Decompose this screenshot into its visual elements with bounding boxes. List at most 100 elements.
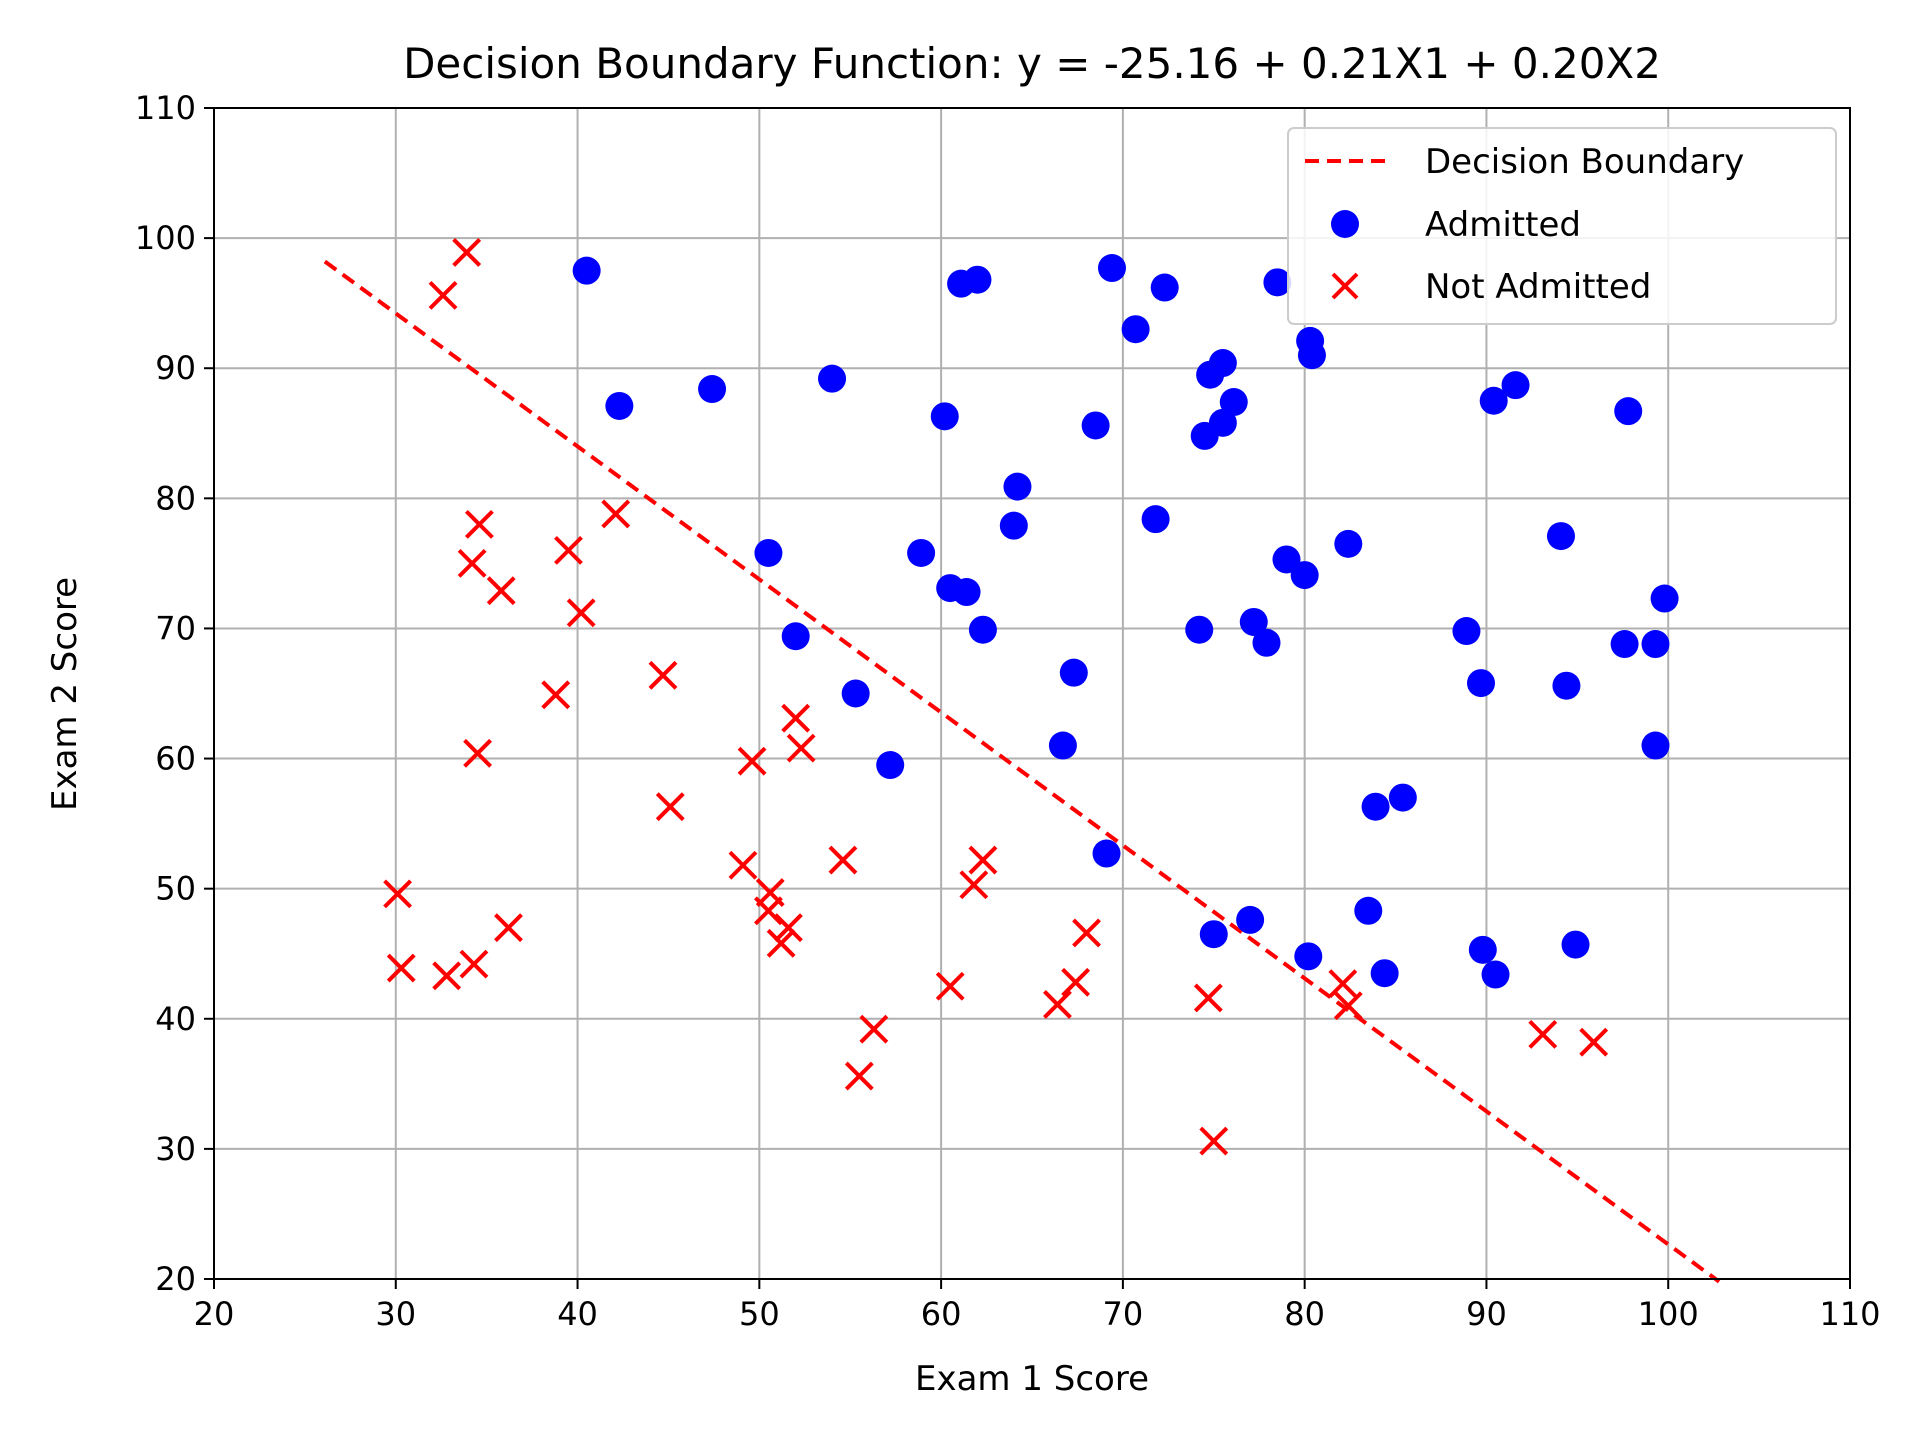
y-tick-label: 80 (155, 479, 196, 517)
admitted-point (1252, 628, 1281, 657)
admitted-point (1294, 942, 1323, 971)
legend-label-boundary: Decision Boundary (1425, 142, 1744, 182)
admitted-point (963, 265, 992, 294)
y-axis-label: Exam 2 Score (45, 577, 85, 811)
admitted-point (818, 364, 847, 393)
not-admitted-point (463, 738, 492, 768)
admitted-point (1610, 630, 1639, 659)
not-admitted-point (935, 971, 965, 1001)
not-admitted-point (1328, 969, 1358, 999)
admitted-point (1141, 505, 1170, 534)
admitted-point (1466, 669, 1495, 698)
not-admitted-point (464, 509, 494, 539)
admitted-point (1334, 529, 1363, 558)
admitted-point (1552, 671, 1581, 700)
admitted-point (1272, 545, 1301, 574)
not-admitted-point (383, 879, 413, 909)
admitted-point (1185, 615, 1214, 644)
not-admitted-point (859, 1014, 889, 1044)
admitted-point (952, 578, 981, 607)
admitted-point (1219, 388, 1248, 417)
admitted-point (572, 256, 601, 285)
admitted-point (1097, 254, 1126, 283)
admitted-point (1354, 896, 1383, 925)
not-admitted-point (737, 746, 767, 776)
x-tick-label: 90 (1466, 1295, 1507, 1333)
not-admitted-point (1333, 991, 1363, 1021)
not-admitted-point (1528, 1019, 1558, 1049)
not-admitted-point (754, 896, 783, 926)
not-admitted-point (486, 576, 516, 606)
admitted-point (605, 391, 634, 420)
admitted-point (754, 538, 783, 567)
admitted-point (1297, 341, 1326, 370)
not-admitted-point (959, 870, 989, 900)
admitted-point (1479, 386, 1508, 415)
admitted-point (1092, 839, 1121, 868)
x-tick-label: 110 (1819, 1295, 1880, 1333)
y-tick-label: 40 (155, 1000, 196, 1038)
not-admitted-point (554, 535, 583, 565)
admitted-point (1546, 522, 1575, 551)
x-tick-label: 70 (1103, 1295, 1144, 1333)
not-admitted-point (1579, 1027, 1609, 1057)
legend-label-not-admitted: Not Admitted (1425, 267, 1651, 307)
y-tick-label: 110 (135, 89, 196, 127)
admitted-point (781, 622, 810, 651)
admitted-point (1208, 349, 1237, 378)
not-admitted-point (828, 845, 858, 875)
admitted-point (1641, 731, 1670, 760)
admitted-point (1370, 959, 1399, 988)
admitted-point (1481, 960, 1510, 989)
not-admitted-point (1043, 990, 1072, 1019)
x-tick-label: 60 (921, 1295, 962, 1333)
y-tick-label: 60 (155, 740, 196, 778)
ticks: 20 30 40 50 60 70 80 90 100 110 20 30 40 50 60 70 80 90 10… (135, 89, 1881, 1333)
legend-not-admitted-swatch (1331, 272, 1359, 300)
admitted-point (1263, 268, 1292, 297)
not-admitted-point (774, 913, 803, 943)
not-admitted-point (1199, 1126, 1229, 1156)
admitted-point (1290, 561, 1319, 590)
not-admitted-point (781, 703, 811, 733)
y-tick-label: 50 (155, 870, 196, 908)
legend: Decision Boundary Admitted Not Admitted (1287, 127, 1837, 325)
not-admitted-point (786, 733, 816, 763)
not-admitted-point (648, 660, 678, 690)
not-admitted-point (1072, 918, 1101, 948)
not-admitted-point (386, 953, 416, 983)
admitted-point (1614, 397, 1643, 426)
admitted-point (841, 679, 870, 708)
not-admitted-point (494, 913, 523, 943)
admitted-point (876, 751, 905, 780)
x-tick-label: 30 (375, 1295, 416, 1333)
admitted-point (1641, 630, 1670, 659)
not-admitted-point (566, 598, 596, 628)
not-admitted-point (452, 238, 482, 267)
admitted-point (930, 402, 959, 431)
not-admitted-point (655, 792, 685, 822)
not-admitted-point (601, 499, 631, 529)
admitted-point (1468, 935, 1497, 964)
x-tick-label: 100 (1638, 1295, 1699, 1333)
not-admitted-point (432, 961, 462, 991)
not-admitted-point (457, 548, 487, 578)
admitted-point (907, 538, 936, 567)
not-admitted-point (428, 280, 458, 310)
admitted-point (1048, 731, 1077, 760)
points-layer (383, 238, 1679, 1156)
boundary-layer (323, 259, 1721, 1284)
y-tick-label: 30 (155, 1130, 196, 1168)
not-admitted-point (766, 928, 796, 958)
y-tick-label: 90 (155, 349, 196, 387)
admitted-point (1239, 607, 1268, 636)
admitted-point (1501, 371, 1530, 400)
admitted-point (999, 511, 1028, 540)
decision-boundary-line (323, 259, 1721, 1284)
plot-frame (213, 107, 1851, 1280)
admitted-point (1059, 658, 1088, 687)
not-admitted-point (968, 845, 998, 875)
not-admitted-point (1061, 967, 1091, 997)
not-admitted-point (844, 1061, 874, 1091)
